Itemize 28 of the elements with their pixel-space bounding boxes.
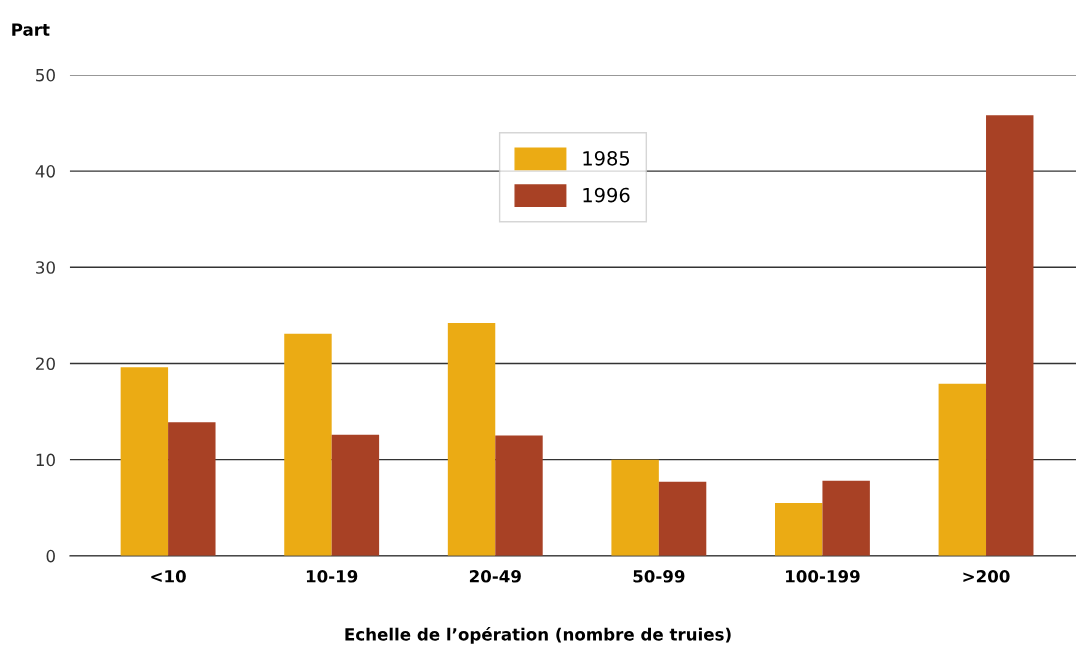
- bar: [168, 422, 216, 556]
- x-tick-label: 100-199: [786, 570, 860, 583]
- x-tick-label: >200: [963, 570, 1010, 583]
- x-axis-title: Echelle de l’opération (nombre de truies): [345, 627, 731, 644]
- legend-label: 1985: [583, 150, 630, 166]
- y-tick-label: 10: [36, 453, 55, 467]
- x-tick-label: 10-19: [306, 570, 358, 583]
- bar: [822, 480, 870, 556]
- bar: [938, 383, 987, 556]
- x-tick-label: <10: [151, 570, 186, 583]
- bar: [120, 367, 169, 556]
- x-tick-label: 50-99: [633, 570, 685, 583]
- bar: [284, 333, 332, 556]
- bar: [775, 502, 823, 556]
- y-tick-label: 30: [36, 261, 55, 274]
- bar: [331, 434, 380, 556]
- y-tick-label: 50: [36, 68, 55, 82]
- legend-label: 1996: [583, 187, 630, 203]
- bar: [495, 435, 543, 556]
- bar: [611, 459, 659, 556]
- y-tick-label: 20: [36, 357, 55, 371]
- y-tick-label: 40: [35, 165, 55, 178]
- bar: [986, 115, 1034, 556]
- bar: [658, 481, 707, 556]
- bar: [447, 323, 496, 556]
- y-tick-label: 0: [46, 549, 55, 563]
- x-tick-label: 20-49: [469, 570, 521, 583]
- y-axis-title: Part: [12, 23, 50, 36]
